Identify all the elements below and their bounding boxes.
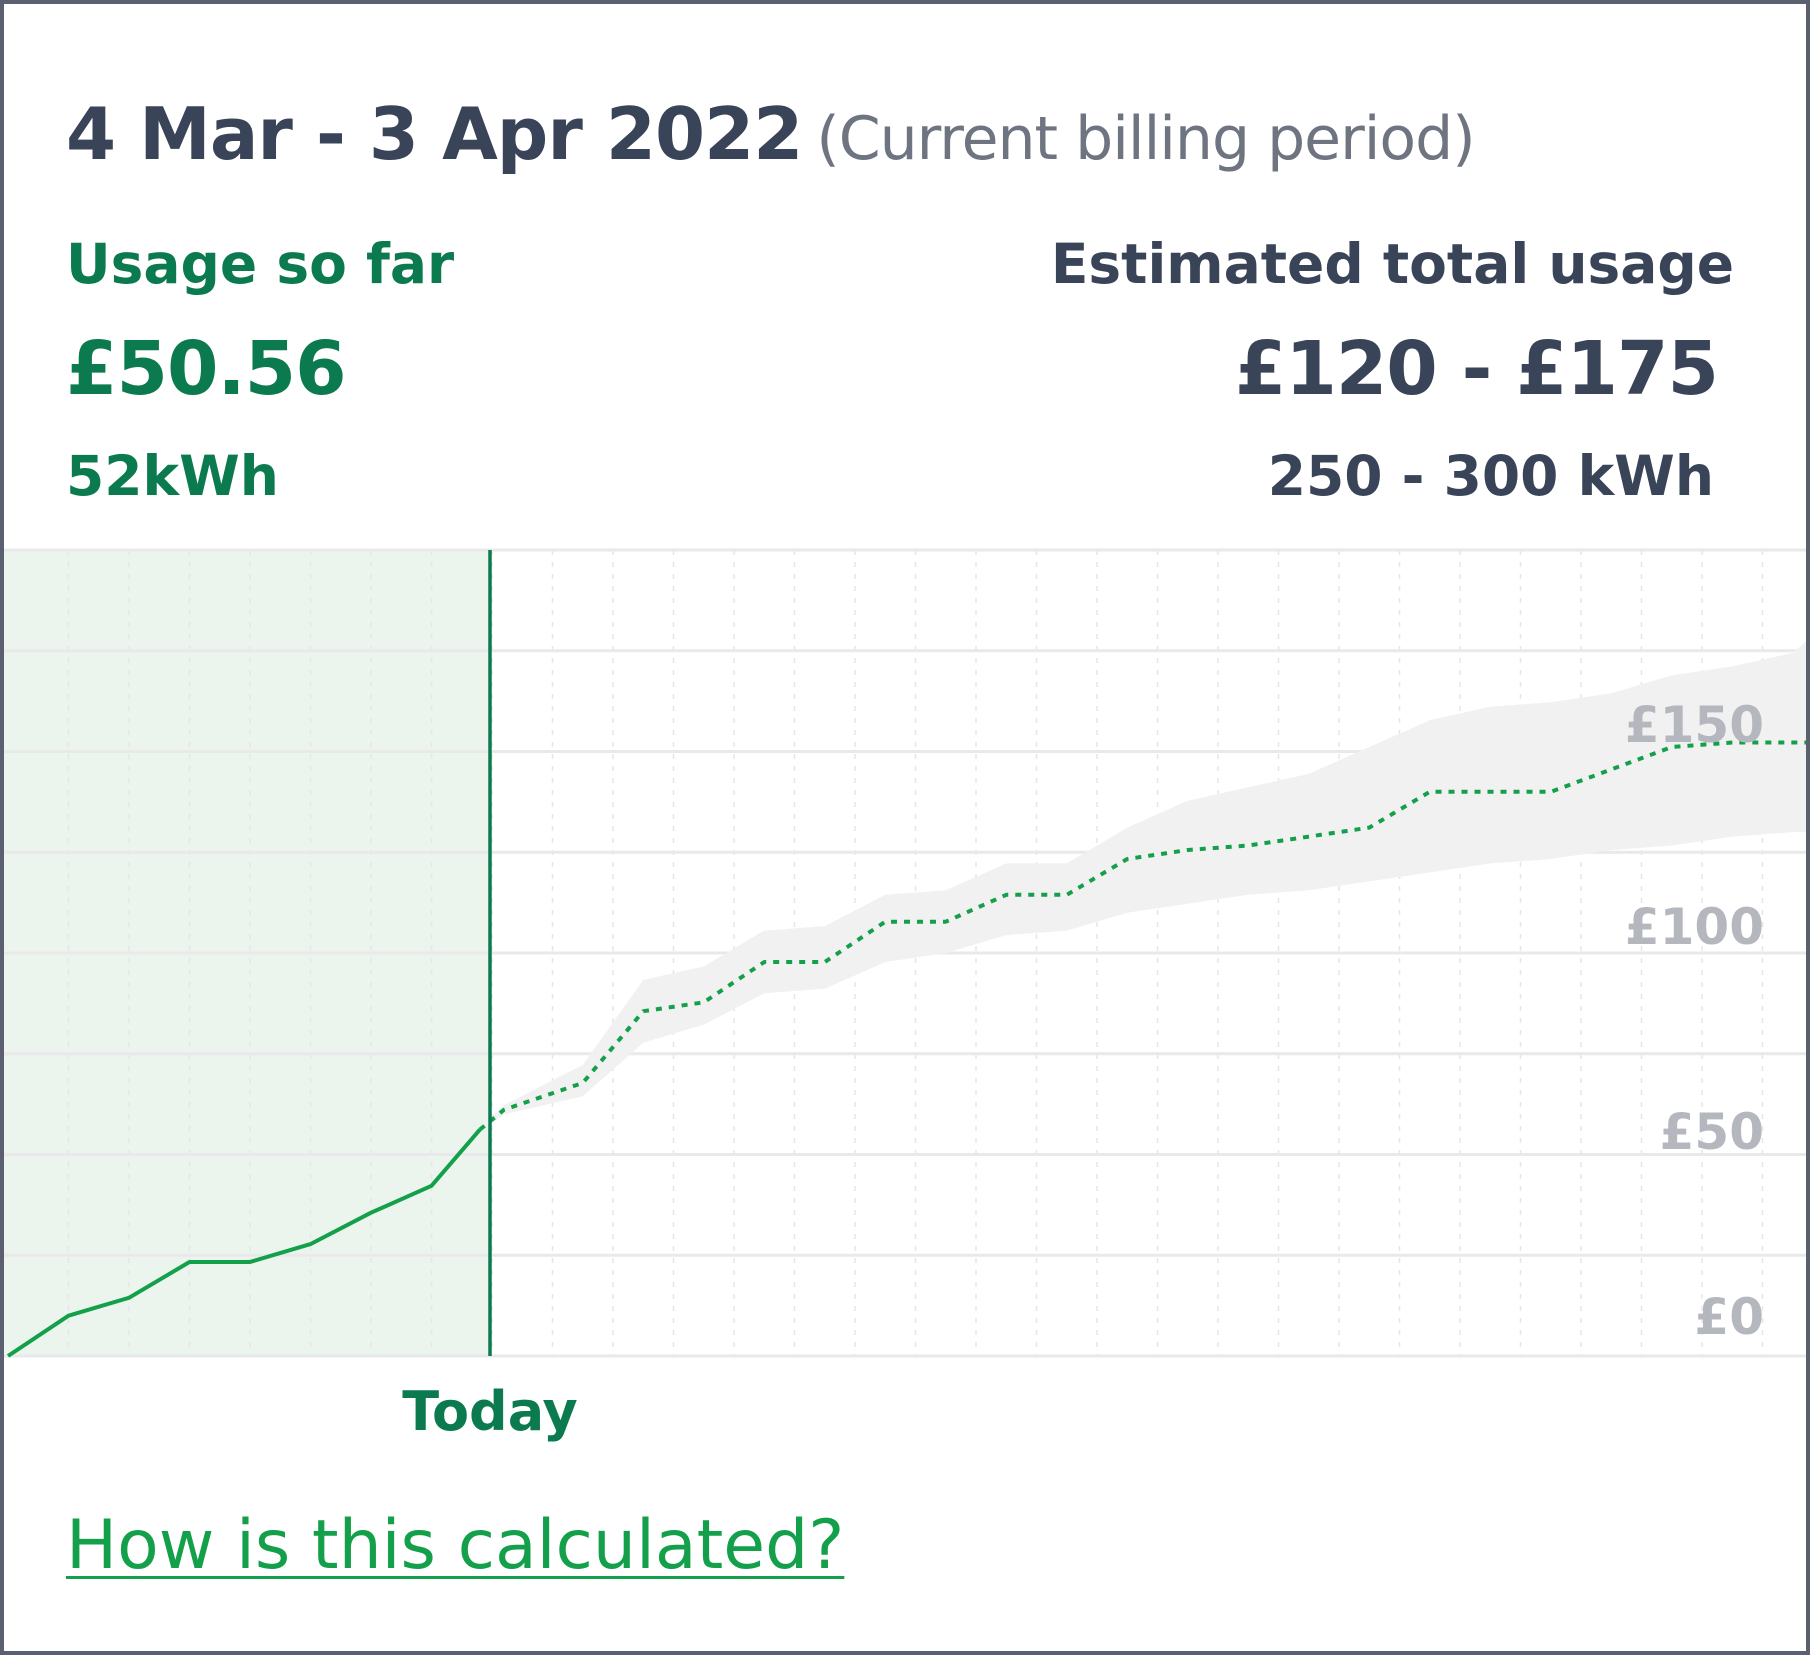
usage-chart: £0 £50 £100 £150 Today [4, 544, 1806, 1444]
estimated-total-label: Estimated total usage [1050, 232, 1734, 296]
actual-usage-line [6, 1128, 482, 1358]
usage-chart-svg: £0 £50 £100 £150 Today [4, 548, 1806, 1443]
usage-so-far-label: Usage so far [66, 232, 455, 296]
how-calculated-link[interactable]: How is this calculated? [66, 1506, 845, 1585]
billing-period-header: 4 Mar - 3 Apr 2022 (Current billing perio… [66, 92, 1476, 176]
billing-period-note: (Current billing period) [816, 104, 1475, 174]
usage-so-far-amount: £50.56 [66, 326, 347, 412]
usage-so-far-kwh: 52kWh [66, 444, 279, 508]
y-axis-tick-label: £150 [1625, 696, 1764, 754]
y-axis-tick-label: £0 [1694, 1288, 1764, 1346]
y-axis-tick-label: £100 [1625, 898, 1764, 956]
billing-date-range: 4 Mar - 3 Apr 2022 [66, 92, 803, 176]
estimated-total-kwh: 250 - 300 kWh [1267, 444, 1714, 508]
today-label: Today [402, 1380, 577, 1443]
estimated-total-amount: £120 - £175 [1234, 326, 1719, 412]
y-axis-tick-label: £50 [1660, 1103, 1764, 1161]
forecast-range-band [479, 641, 1806, 1133]
